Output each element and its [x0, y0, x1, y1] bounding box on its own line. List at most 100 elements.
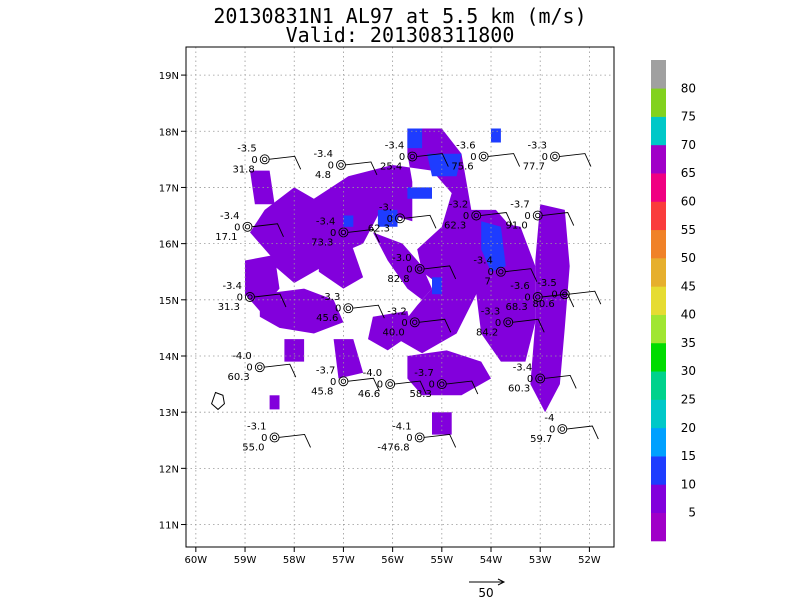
- colorbar-label-13: 70: [681, 138, 696, 152]
- station-label-mid: 0: [377, 380, 383, 391]
- island-outline: [211, 391, 225, 411]
- station-13: -3.407: [473, 256, 538, 288]
- station-label-top: -3.6: [510, 281, 530, 292]
- y-tick-label-2: 13N: [159, 408, 179, 419]
- station-label-bottom: 84.2: [476, 327, 498, 338]
- colorbar-label-8: 45: [681, 279, 696, 293]
- station-label-mid: 0: [406, 433, 412, 444]
- station-label-bottom: 68.3: [505, 302, 527, 313]
- colorbar-label-4: 25: [681, 393, 696, 407]
- colorbar-label-3: 20: [681, 421, 696, 435]
- station-label-mid: 0: [527, 374, 533, 385]
- station-label-bottom: 73.3: [311, 237, 333, 248]
- reference-vector-label: 50: [478, 586, 493, 600]
- wind-barb: [445, 380, 479, 395]
- station-label-mid: 0: [261, 433, 267, 444]
- wind-region-9: [368, 311, 413, 351]
- station-center: [397, 215, 403, 221]
- chart-title: 20130831N1 AL97 at 5.5 km (m/s): [213, 4, 587, 28]
- wind-barb: [394, 380, 427, 395]
- colorbar-label-5: 30: [681, 364, 696, 378]
- x-tick-label-6: 54W: [480, 555, 503, 566]
- station-label-top: -3.4: [513, 362, 533, 373]
- station-label-top: -3.2: [387, 306, 407, 317]
- station-center: [417, 434, 423, 441]
- wind-barb: [344, 161, 378, 176]
- station-center: [244, 224, 251, 230]
- station-label-top: -3.4: [220, 211, 240, 222]
- station-label-top: -3.3: [481, 306, 501, 317]
- station-label-bottom: 58.3: [410, 389, 432, 400]
- station-label-bottom: 31.8: [232, 164, 254, 175]
- station-label-mid: 0: [463, 211, 469, 222]
- station-label-bottom: 17.1: [215, 232, 237, 243]
- station-label-mid: 0: [237, 293, 243, 304]
- station-label-bottom: 62.3: [444, 221, 466, 232]
- colorbar-swatch-11: [651, 201, 666, 231]
- station-label-top: -3.4: [385, 141, 405, 152]
- station-label-top: -4.1: [392, 421, 412, 432]
- station-center: [473, 212, 479, 219]
- station-center: [535, 212, 541, 219]
- station-label-bottom: 45.8: [311, 386, 333, 397]
- station-label-bottom: 45.6: [316, 313, 338, 324]
- station-label-top: -3.4: [222, 281, 242, 292]
- colorbar-swatch-14: [651, 116, 666, 146]
- station-label-bottom: 59.7: [530, 434, 552, 445]
- reference-vector-head: [497, 578, 506, 586]
- station-label-top: -3.1: [247, 421, 267, 432]
- station-label-top: -3.4: [316, 216, 336, 227]
- station-label-bottom: 77.7: [523, 162, 545, 173]
- station-center: [480, 153, 487, 160]
- colorbar-label-0: 5: [688, 506, 696, 520]
- wind-barb: [566, 425, 599, 440]
- station-label-top: -3.3: [527, 141, 547, 152]
- wind-barb: [480, 212, 513, 226]
- colorbar-swatch-12: [651, 173, 666, 202]
- station-label-bottom: 46.6: [358, 389, 380, 400]
- station-center: [439, 381, 445, 387]
- wind-barb: [263, 363, 297, 378]
- wind-barb: [268, 155, 302, 170]
- station-label-bottom: 60.3: [508, 383, 530, 394]
- colorbar-swatch-9: [651, 258, 666, 287]
- wind-barb: [541, 212, 575, 226]
- station-label-top: -3.7: [510, 200, 530, 211]
- wind-region-13: [432, 412, 452, 435]
- wind-region-8: [333, 339, 364, 379]
- wind-barb: [568, 290, 602, 305]
- x-tick-label-2: 58W: [283, 555, 306, 566]
- colorbar-label-6: 35: [681, 336, 696, 350]
- station-center: [340, 378, 347, 384]
- wind-region-18: [407, 187, 432, 199]
- station-label-bottom: 40.0: [382, 327, 404, 338]
- x-tick-label-4: 56W: [381, 555, 404, 566]
- station-label-mid: 0: [328, 160, 334, 171]
- station-label-top: -3.7: [414, 368, 434, 379]
- station-label-mid: 0: [335, 304, 341, 315]
- colorbar-label-14: 75: [681, 110, 696, 124]
- station-center: [409, 153, 415, 160]
- wind-region-21: [481, 221, 506, 272]
- station-label-mid: 0: [387, 214, 393, 225]
- station-label-bottom: 60.3: [228, 372, 250, 383]
- station-label-top: -3.0: [392, 253, 412, 264]
- colorbar-swatch-1: [651, 484, 666, 514]
- x-tick-label-0: 60W: [185, 555, 208, 566]
- wind-region-4: [274, 226, 324, 283]
- station-label-bottom: 25.4: [380, 162, 402, 173]
- wind-barb: [423, 433, 457, 448]
- colorbar-swatch-3: [651, 427, 666, 457]
- station-center: [257, 364, 263, 370]
- station-label-bottom: 7: [484, 277, 490, 288]
- station-center: [387, 381, 393, 387]
- station-label-top: -3.4: [473, 256, 493, 267]
- wind-barb: [504, 268, 538, 282]
- wind-barb: [347, 228, 380, 243]
